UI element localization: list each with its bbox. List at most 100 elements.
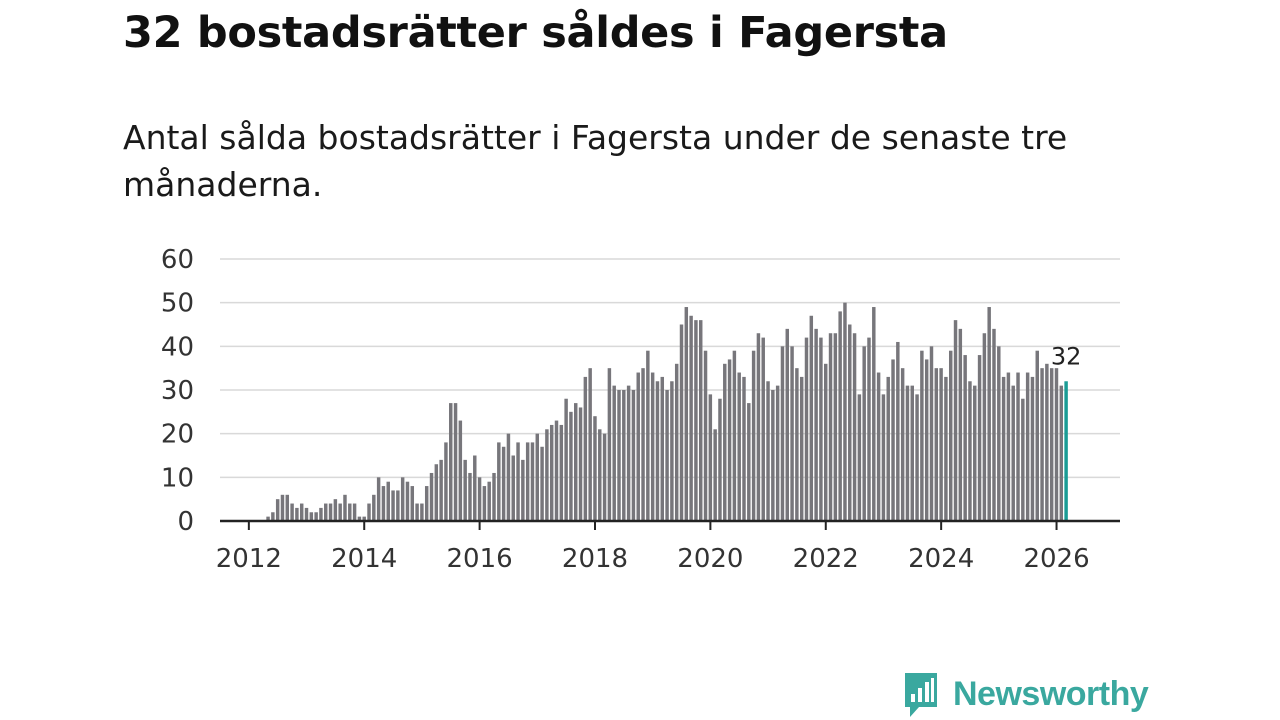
bar <box>357 516 362 521</box>
bar <box>1035 350 1039 521</box>
bar <box>564 398 568 521</box>
y-tick-label: 0 <box>177 507 194 537</box>
bar <box>1059 385 1064 521</box>
bar <box>487 481 491 521</box>
bar <box>1045 363 1049 521</box>
bar <box>1001 376 1006 521</box>
x-tick-label: 2022 <box>793 544 859 574</box>
bar <box>348 503 352 521</box>
bar <box>732 350 737 521</box>
bar <box>424 486 429 521</box>
y-tick-label: 30 <box>161 376 194 406</box>
bar <box>920 350 924 521</box>
bar <box>549 424 554 521</box>
bar <box>987 307 991 521</box>
bar <box>900 368 905 521</box>
bar <box>1006 372 1011 521</box>
bar <box>429 472 434 521</box>
bar <box>343 494 347 521</box>
bar <box>434 464 439 521</box>
bar <box>314 512 318 521</box>
bar <box>458 420 463 521</box>
bar <box>886 376 890 521</box>
bar <box>376 477 381 521</box>
bar <box>915 394 919 521</box>
bar <box>872 307 876 521</box>
y-tick-label: 10 <box>161 463 194 493</box>
bar <box>290 503 294 521</box>
bar <box>626 385 631 521</box>
bar <box>285 494 290 521</box>
bar <box>891 359 895 521</box>
bar <box>934 368 939 521</box>
bar <box>948 350 953 521</box>
bar <box>444 442 448 521</box>
bar <box>338 503 342 521</box>
bar <box>559 424 564 521</box>
bar <box>396 490 400 521</box>
bar <box>833 333 838 521</box>
bar <box>372 494 376 521</box>
bar-chart-speech-bubble-icon <box>905 673 937 717</box>
bar <box>420 503 424 521</box>
newsworthy-logo: Newsworthy <box>901 668 1149 720</box>
bar <box>924 359 929 521</box>
bar <box>968 381 972 521</box>
bar <box>1016 372 1020 521</box>
bar <box>266 516 270 521</box>
bar <box>795 368 799 521</box>
bar <box>674 363 679 521</box>
bar <box>453 403 458 521</box>
bar <box>1030 376 1035 521</box>
bar <box>761 337 765 521</box>
last-value-label: 32 <box>1051 342 1082 370</box>
bar <box>463 459 467 521</box>
bar <box>304 507 309 521</box>
bar <box>1021 398 1025 521</box>
bar <box>631 390 636 521</box>
bar <box>679 324 684 521</box>
bar <box>665 390 669 521</box>
bar <box>910 385 914 521</box>
bar <box>295 507 299 521</box>
bar <box>848 324 852 521</box>
bar <box>843 302 847 521</box>
bar <box>319 507 323 521</box>
bar <box>309 512 314 521</box>
bar <box>650 372 655 521</box>
bar <box>540 446 544 521</box>
bar <box>799 376 804 521</box>
bar <box>992 328 996 521</box>
y-axis-labels: 0 10 20 30 40 50 60 <box>161 245 194 537</box>
bar <box>660 376 665 521</box>
bar <box>482 486 487 521</box>
bar <box>684 307 689 521</box>
bar <box>352 503 357 521</box>
bar <box>367 503 371 521</box>
bar <box>497 442 501 521</box>
bar <box>785 328 789 521</box>
bar <box>756 333 761 521</box>
bar <box>944 376 948 521</box>
bar <box>328 503 333 521</box>
bar <box>689 315 693 521</box>
bar <box>449 403 453 521</box>
bar <box>929 346 934 521</box>
bar <box>747 403 751 521</box>
bar <box>655 381 660 521</box>
bar <box>867 337 871 521</box>
chart-subtitle: Antal sålda bostadsrätter i Fagersta und… <box>123 118 1068 204</box>
bar <box>641 368 645 521</box>
bar <box>1064 381 1068 521</box>
bar <box>405 481 410 521</box>
bar <box>516 442 520 521</box>
bar <box>852 333 857 521</box>
bar <box>953 320 958 521</box>
bar <box>468 472 472 521</box>
bar <box>525 442 530 521</box>
bar <box>713 429 717 521</box>
bar <box>809 315 814 521</box>
bar <box>569 411 573 521</box>
bar <box>699 320 703 521</box>
